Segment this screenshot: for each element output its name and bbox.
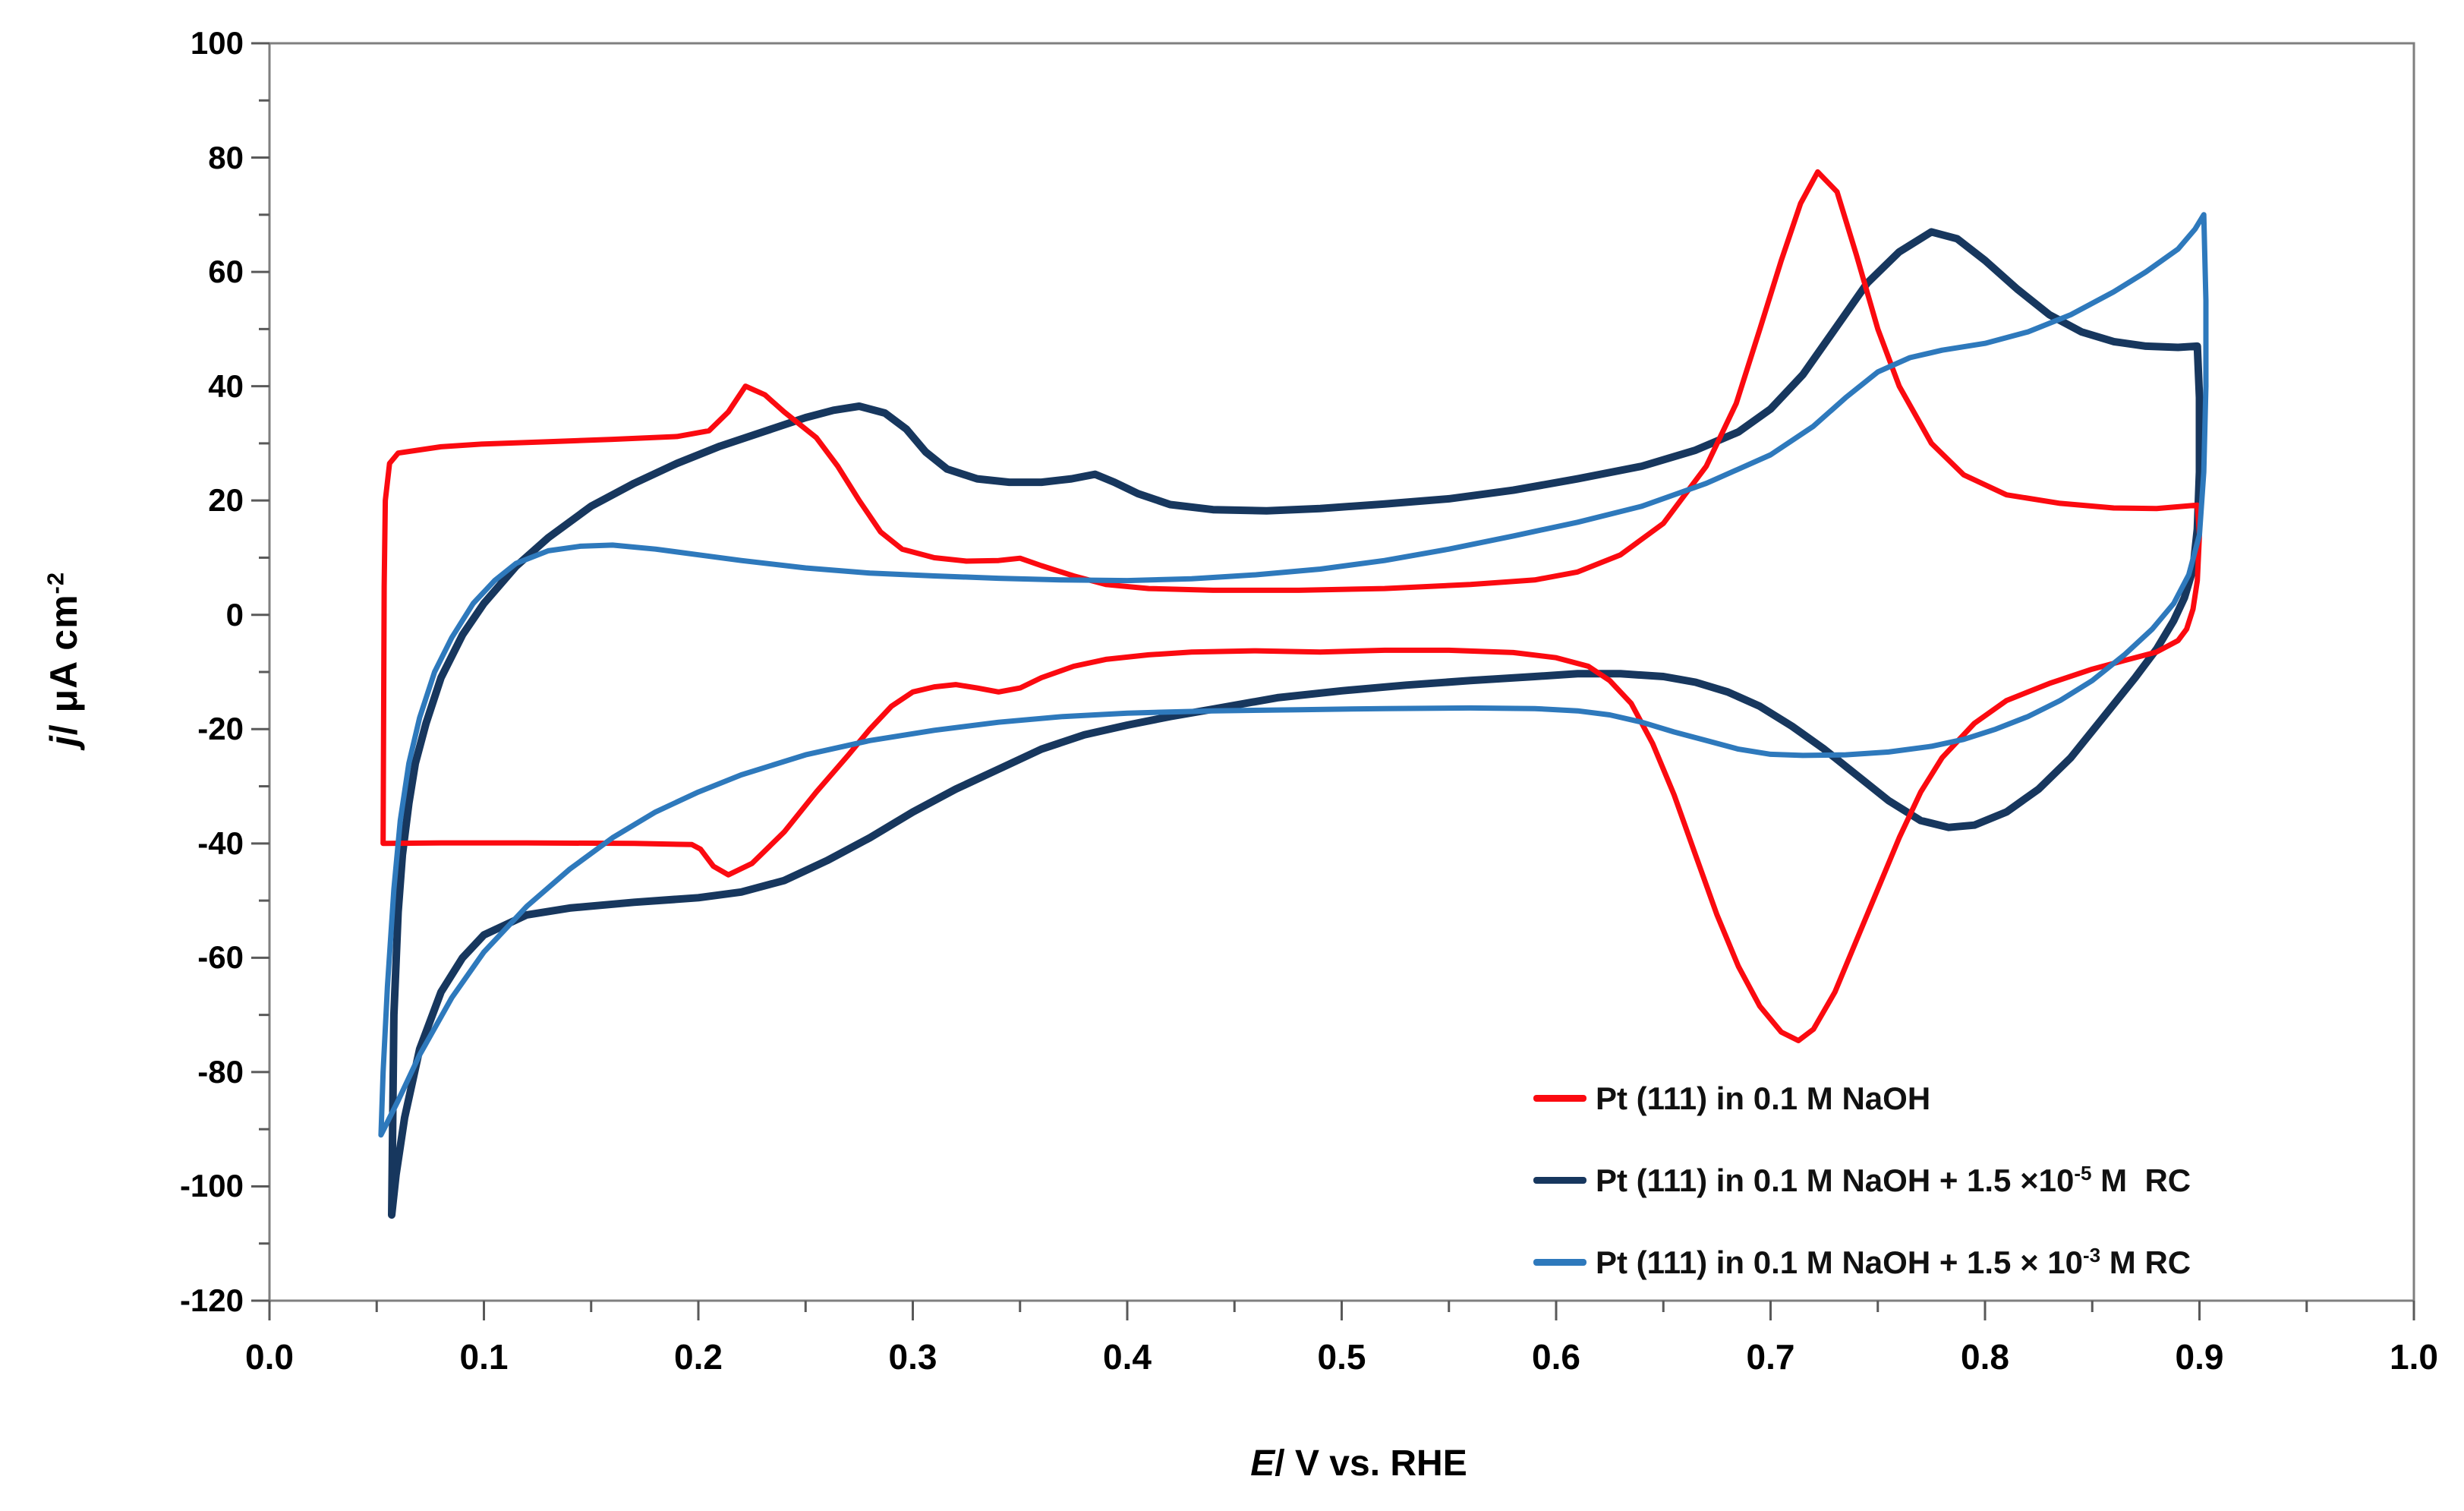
y-tick-label: -20 — [197, 711, 244, 747]
y-tick-label: -60 — [197, 939, 244, 976]
y-tick-label: 0 — [225, 596, 244, 632]
x-axis-title-symbol: E — [1250, 1443, 1275, 1484]
y-tick-label: 20 — [208, 482, 244, 519]
x-tick-label: 0.2 — [674, 1337, 723, 1377]
legend-label: Pt (111) in 0.1 M NaOH + 1.5 ×10-5 M RC — [1596, 1162, 2191, 1199]
legend-label-exponent: -5 — [2074, 1161, 2092, 1185]
legend-label-suffix: M RC — [2100, 1244, 2191, 1280]
legend-swatch-red-line — [1533, 1094, 1586, 1102]
y-tick-label: -100 — [179, 1168, 244, 1204]
legend: Pt (111) in 0.1 M NaOH Pt (111) in 0.1 M… — [1533, 1078, 2191, 1324]
legend-swatch-lightblue-line — [1533, 1258, 1586, 1266]
legend-label-exponent: -3 — [2082, 1243, 2101, 1267]
x-axis-title: E/ V vs. RHE — [1093, 1443, 1624, 1484]
y-tick-label: 40 — [208, 367, 244, 404]
x-tick-label: 0.4 — [1103, 1337, 1152, 1377]
y-tick-label: -80 — [197, 1053, 244, 1090]
legend-label: Pt (111) in 0.1 M NaOH — [1596, 1080, 1930, 1117]
x-tick-label: 0.1 — [459, 1337, 509, 1377]
legend-item-naoh: Pt (111) in 0.1 M NaOH — [1533, 1078, 2191, 1118]
legend-label-text: Pt (111) in 0.1 M NaOH — [1596, 1080, 1931, 1116]
y-tick-label: 100 — [190, 25, 244, 61]
x-tick-label: 0.0 — [245, 1337, 294, 1377]
legend-label: Pt (111) in 0.1 M NaOH + 1.5 × 10-3 M RC — [1596, 1244, 2191, 1281]
y-axis-title-exponent: -2 — [42, 571, 69, 595]
legend-item-naoh-rc-1e-5: Pt (111) in 0.1 M NaOH + 1.5 ×10-5 M RC — [1533, 1160, 2191, 1200]
y-tick-label: -120 — [179, 1282, 244, 1318]
legend-label-suffix: M RC — [2091, 1162, 2191, 1198]
x-tick-label: 0.8 — [1961, 1337, 2009, 1377]
curve-pt111-naoh — [380, 169, 2202, 1043]
y-tick-label: 80 — [208, 139, 244, 175]
legend-swatch-navy-line — [1533, 1176, 1586, 1184]
x-tick-label: 0.3 — [888, 1337, 937, 1377]
y-tick-label: 60 — [208, 254, 244, 290]
x-tick-label: 0.9 — [2175, 1337, 2224, 1377]
legend-label-text: Pt (111) in 0.1 M NaOH + 1.5 ×10 — [1596, 1162, 2075, 1198]
x-axis-title-units: / V vs. RHE — [1275, 1443, 1467, 1484]
x-tick-label: 0.6 — [1532, 1337, 1580, 1377]
y-axis-title: j/ μA cm-2 — [42, 481, 87, 838]
x-tick-label: 1.0 — [2390, 1337, 2438, 1377]
curve-pt111-naoh-rc-1e-5 — [388, 228, 2204, 1219]
legend-label-text: Pt (111) in 0.1 M NaOH + 1.5 × 10 — [1596, 1244, 2083, 1280]
legend-item-naoh-rc-1e-3: Pt (111) in 0.1 M NaOH + 1.5 × 10-3 M RC — [1533, 1242, 2191, 1282]
x-tick-label: 0.7 — [1746, 1337, 1795, 1377]
curve-pt111-naoh-rc-1e-3 — [378, 212, 2209, 1138]
x-tick-label: 0.5 — [1317, 1337, 1366, 1377]
y-tick-label: -40 — [197, 825, 244, 861]
